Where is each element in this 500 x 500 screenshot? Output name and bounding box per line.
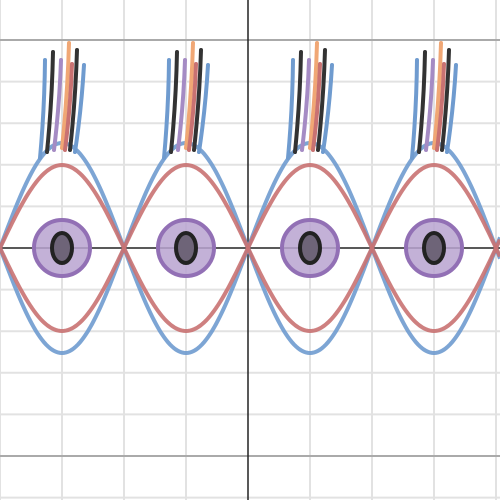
pupil: [174, 231, 198, 265]
eyelash: [162, 58, 171, 160]
pupil: [422, 231, 446, 265]
eyelash: [445, 63, 458, 154]
curves: [0, 140, 500, 356]
eyelash: [68, 48, 79, 152]
eyelash: [316, 48, 327, 152]
eyelash: [52, 58, 63, 152]
eyelash: [300, 58, 311, 152]
pupil: [50, 231, 74, 265]
eyelash: [311, 62, 322, 152]
eyelash: [432, 41, 443, 150]
eyelash: [435, 62, 446, 152]
eyelash: [321, 63, 334, 154]
eyelash: [417, 50, 427, 154]
eyelash: [38, 58, 47, 160]
eyelash: [169, 50, 179, 154]
eyelash: [73, 63, 86, 154]
eyelash: [410, 58, 419, 160]
eyelash: [60, 41, 71, 150]
eyelash: [63, 62, 74, 152]
eyelash: [308, 41, 319, 150]
eyelash: [187, 62, 198, 152]
eye-outline: [0, 243, 500, 334]
eyelash: [293, 50, 303, 154]
eyelash: [424, 58, 435, 152]
eyelash: [440, 48, 451, 152]
eyelash: [184, 41, 195, 150]
eye-outline: [0, 162, 500, 253]
eyelash: [192, 48, 203, 152]
eyelash: [286, 58, 295, 160]
eyes: [32, 41, 464, 278]
eyelash: [45, 50, 55, 154]
eyelash: [176, 58, 187, 152]
pupil: [298, 231, 322, 265]
eyelash: [197, 63, 210, 154]
